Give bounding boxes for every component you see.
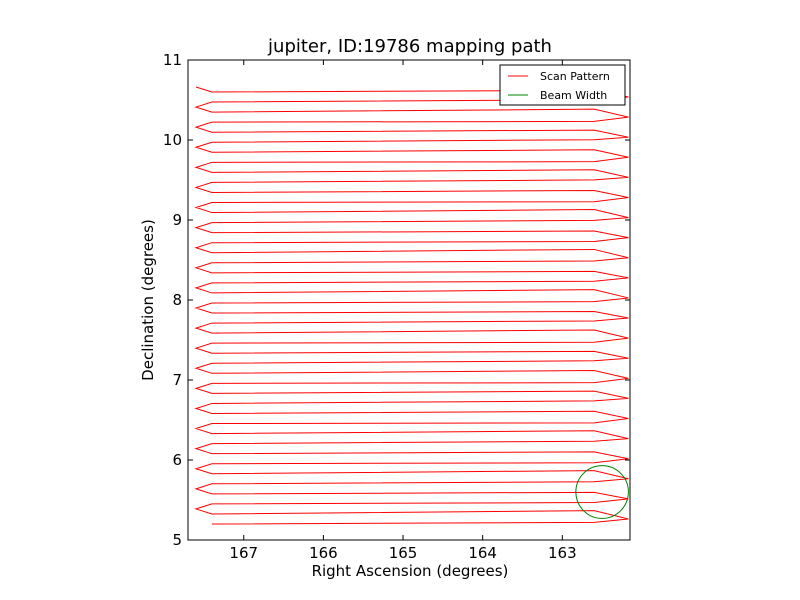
x-tick-label: 167 — [229, 544, 258, 562]
x-tick-label: 164 — [468, 544, 497, 562]
legend-label-beam-width: Beam Width — [540, 89, 607, 102]
y-axis-label: Declination (degrees) — [139, 219, 157, 381]
y-tick-label: 10 — [163, 131, 182, 149]
chart-title: jupiter, ID:19786 mapping path — [267, 36, 552, 57]
scan-pattern-line — [194, 86, 629, 525]
y-axis-ticks: 5 6 7 8 9 10 11 — [163, 51, 630, 549]
y-tick-label: 7 — [172, 371, 182, 389]
x-tick-label: 166 — [309, 544, 338, 562]
y-tick-label: 8 — [172, 291, 182, 309]
x-axis-label: Right Ascension (degrees) — [312, 562, 509, 580]
legend: Scan Pattern Beam Width — [499, 64, 626, 106]
x-tick-label: 165 — [389, 544, 418, 562]
beam-width-circle — [575, 465, 629, 519]
y-tick-label: 5 — [172, 531, 182, 549]
y-tick-label: 9 — [172, 211, 182, 229]
legend-label-scan-pattern: Scan Pattern — [540, 70, 610, 83]
y-tick-label: 11 — [163, 51, 182, 69]
y-tick-label: 6 — [172, 451, 182, 469]
scan-pattern-layer — [194, 86, 629, 525]
x-tick-label: 163 — [548, 544, 577, 562]
legend-box — [499, 64, 626, 106]
beam-width-layer — [575, 465, 629, 519]
x-axis-ticks: 167 166 165 164 163 — [229, 60, 577, 562]
